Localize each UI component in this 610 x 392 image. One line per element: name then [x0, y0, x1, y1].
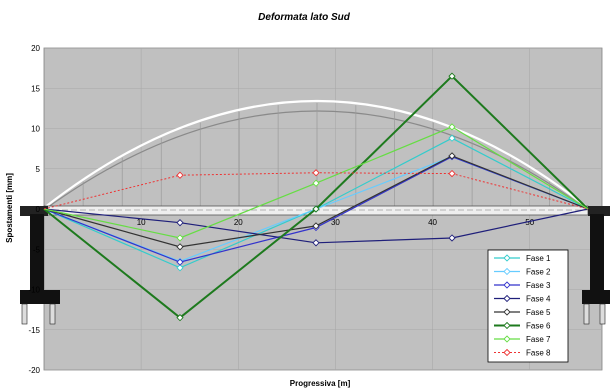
data-point-fase-5 [448, 152, 456, 160]
x-tick-label: 40 [428, 218, 437, 227]
legend-label-fase-8: Fase 8 [526, 349, 551, 358]
legend-marker-fase-2 [503, 267, 511, 276]
y-tick-label: -15 [28, 326, 40, 335]
legend-marker-fase-4 [503, 294, 511, 303]
legend-box [487, 249, 569, 363]
data-point-fase-1 [448, 134, 456, 142]
chart-title: Deformata lato Sud [258, 12, 351, 23]
y-axis-label: Spostamenti [mm] [5, 173, 14, 243]
data-point-fase-4 [312, 239, 320, 247]
data-point-fase-7 [448, 123, 456, 131]
legend-marker-fase-7 [503, 335, 511, 343]
legend-label-fase-6: Fase 6 [526, 322, 551, 331]
left-abutment [20, 206, 60, 325]
data-point-fase-1 [176, 264, 184, 272]
x-tick-label: 50 [525, 218, 534, 227]
x-tick-label: 10 [137, 218, 146, 227]
data-point-fase-6 [448, 72, 456, 80]
legend-label-fase-7: Fase 7 [526, 335, 551, 344]
x-axis-label: Progressiva [m] [290, 379, 351, 388]
data-point-fase-4 [176, 219, 184, 227]
data-point-fase-5 [176, 243, 184, 251]
y-tick-label: 15 [31, 84, 40, 93]
legend-marker-fase-6 [503, 321, 511, 330]
data-point-fase-7 [176, 234, 184, 242]
legend-label-fase-5: Fase 5 [526, 308, 551, 317]
data-point-fase-8 [312, 169, 320, 177]
x-tick-label: 30 [331, 218, 340, 227]
y-tick-label: -10 [28, 286, 40, 295]
data-point-fase-4 [448, 234, 456, 242]
legend-marker-fase-5 [503, 308, 511, 316]
legend: Fase 1 Fase 2 Fase 3 Fase 4 Fase 5 Fase 6 Fase… [487, 249, 569, 363]
legend-label-fase-3: Fase 3 [526, 281, 551, 290]
y-tick-label: -20 [28, 366, 40, 375]
legend-marker-fase-3 [503, 281, 511, 289]
y-tick-label: 0 [36, 205, 41, 214]
y-tick-label: 5 [36, 165, 41, 174]
data-point-fase-5 [312, 222, 320, 230]
data-point-fase-7 [312, 179, 320, 187]
legend-label-fase-2: Fase 2 [526, 268, 551, 277]
y-tick-label: 10 [31, 125, 40, 134]
right-abutment [582, 206, 610, 325]
data-point-fase-3 [176, 258, 184, 266]
y-tick-label: -5 [33, 245, 41, 254]
data-point-fase-6 [176, 314, 184, 322]
legend-label-fase-4: Fase 4 [526, 295, 551, 304]
legend-marker-fase-1 [503, 254, 511, 262]
arch-upper [43, 99, 589, 209]
data-point-fase-6 [312, 205, 320, 213]
x-tick-label: 20 [234, 218, 243, 227]
data-point-fase-8 [176, 171, 184, 179]
y-tick-label: 20 [31, 44, 40, 53]
series-group [43, 72, 589, 322]
arch-hangers [82, 103, 550, 207]
legend-label-fase-1: Fase 1 [526, 254, 551, 263]
legend-marker-fase-8 [503, 348, 511, 357]
data-point-fase-8 [448, 169, 456, 178]
